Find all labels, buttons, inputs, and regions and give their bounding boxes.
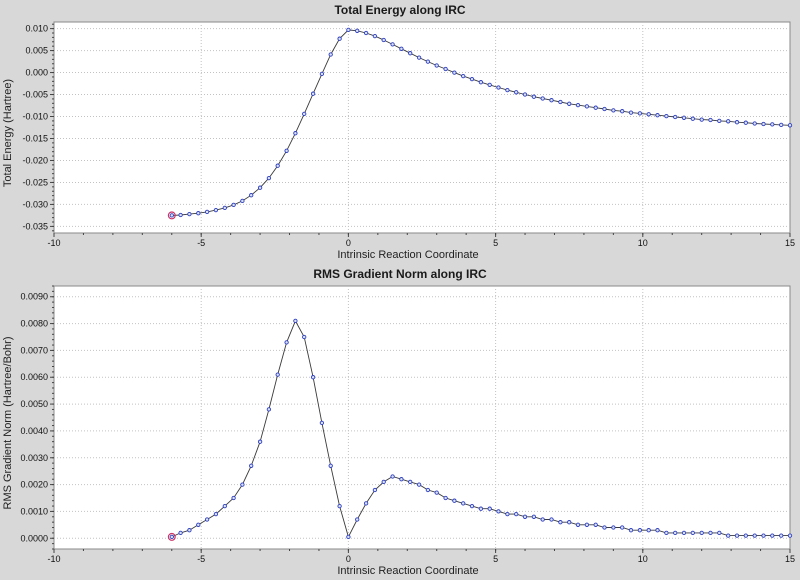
svg-text:0.0070: 0.0070 <box>20 345 48 355</box>
svg-text:-0.025: -0.025 <box>22 177 48 187</box>
svg-text:-0.030: -0.030 <box>22 199 48 209</box>
svg-text:5: 5 <box>493 238 498 248</box>
total-energy-chart-title: Total Energy along IRC <box>334 3 466 17</box>
svg-text:-0.015: -0.015 <box>22 133 48 143</box>
rms-gradient-y-axis-label: RMS Gradient Norm (Hartree/Bohr) <box>2 336 14 509</box>
total-energy-chart-body: Total Energy (Hartree) -10 -5 0 5 10 15 0.010 0… <box>0 17 800 248</box>
svg-text:10: 10 <box>638 238 648 248</box>
svg-text:0.0090: 0.0090 <box>20 292 48 302</box>
svg-text:-0.035: -0.035 <box>22 221 48 231</box>
svg-text:0: 0 <box>346 554 351 564</box>
svg-text:-0.005: -0.005 <box>22 90 48 100</box>
total-energy-y-axis: Total Energy (Hartree) <box>0 17 16 248</box>
svg-text:5: 5 <box>493 554 498 564</box>
svg-text:0.0060: 0.0060 <box>20 372 48 382</box>
rms-gradient-chart-title: RMS Gradient Norm along IRC <box>313 267 487 281</box>
total-energy-y-axis-label: Total Energy (Hartree) <box>2 78 14 187</box>
svg-text:0.0030: 0.0030 <box>20 453 48 463</box>
svg-text:-10: -10 <box>47 554 60 564</box>
svg-text:0.0010: 0.0010 <box>20 506 48 516</box>
svg-text:-5: -5 <box>197 554 205 564</box>
svg-text:10: 10 <box>638 554 648 564</box>
rms-gradient-plot-area: -10 -5 0 5 10 15 0.0090 0.0080 0.0070 0.0060 0.005… <box>20 285 795 564</box>
svg-text:-0.010: -0.010 <box>22 112 48 122</box>
svg-text:0.0040: 0.0040 <box>20 426 48 436</box>
total-energy-x-axis-label: Intrinsic Reaction Coordinate <box>337 249 479 261</box>
svg-text:0.0020: 0.0020 <box>20 480 48 490</box>
svg-text:0.0000: 0.0000 <box>20 533 48 543</box>
svg-text:0.010: 0.010 <box>25 24 48 34</box>
svg-text:0: 0 <box>346 238 351 248</box>
svg-text:0.0080: 0.0080 <box>20 319 48 329</box>
svg-text:0.000: 0.000 <box>25 68 48 78</box>
svg-text:0.005: 0.005 <box>25 46 48 56</box>
total-energy-plot-area: -10 -5 0 5 10 15 0.010 0.005 0.000 -0.005 -0.010 -0… <box>22 21 795 248</box>
svg-text:-0.020: -0.020 <box>22 155 48 165</box>
rms-gradient-x-axis-label: Intrinsic Reaction Coordinate <box>337 565 479 577</box>
svg-text:15: 15 <box>785 238 795 248</box>
rms-gradient-y-axis: RMS Gradient Norm (Hartree/Bohr) <box>0 281 16 564</box>
total-energy-chart: Total Energy along IRC Total Energy (Har… <box>0 0 800 264</box>
svg-text:0.0050: 0.0050 <box>20 399 48 409</box>
svg-text:-5: -5 <box>197 238 205 248</box>
rms-gradient-chart: RMS Gradient Norm along IRC RMS Gradient… <box>0 264 800 580</box>
svg-text:-10: -10 <box>47 238 60 248</box>
rms-gradient-chart-body: RMS Gradient Norm (Hartree/Bohr) -10 -5 0 5… <box>0 281 800 564</box>
svg-text:15: 15 <box>785 554 795 564</box>
